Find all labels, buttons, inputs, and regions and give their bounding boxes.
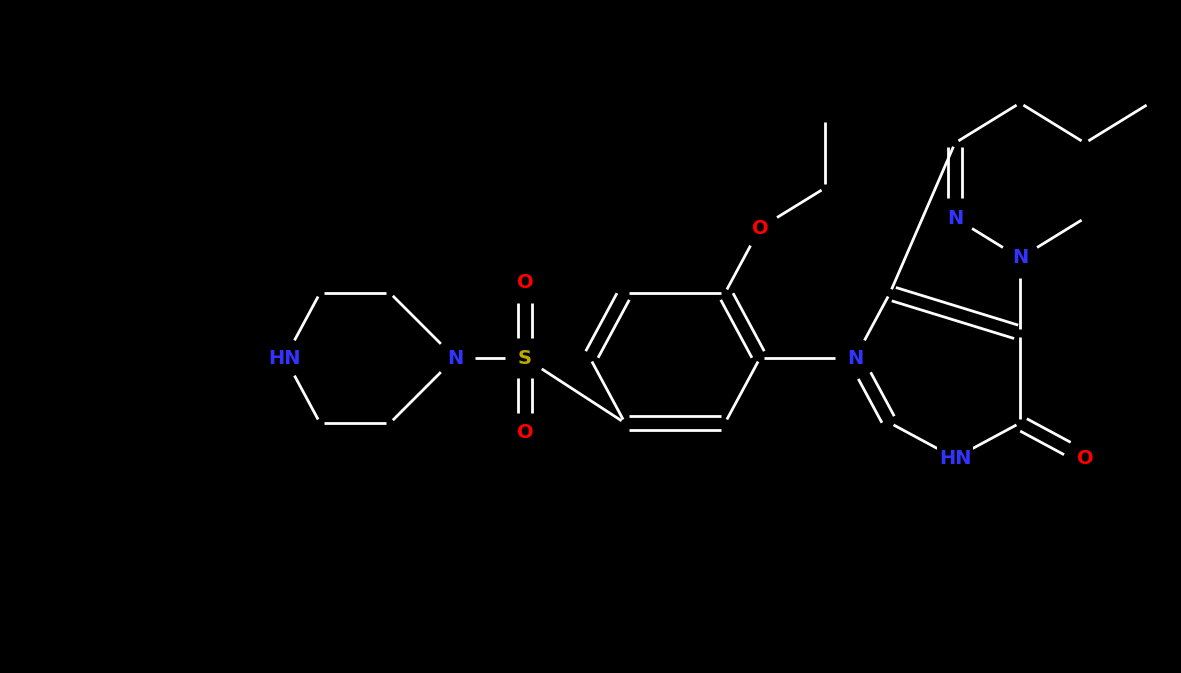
Text: HN: HN — [269, 349, 301, 367]
Text: N: N — [446, 349, 463, 367]
Text: N: N — [947, 209, 964, 227]
Text: O: O — [517, 423, 534, 443]
Text: N: N — [1012, 248, 1029, 267]
Text: O: O — [1077, 448, 1094, 468]
Text: S: S — [518, 349, 531, 367]
Text: N: N — [847, 349, 863, 367]
Text: O: O — [517, 273, 534, 293]
Text: O: O — [751, 219, 769, 238]
Text: HN: HN — [939, 448, 971, 468]
